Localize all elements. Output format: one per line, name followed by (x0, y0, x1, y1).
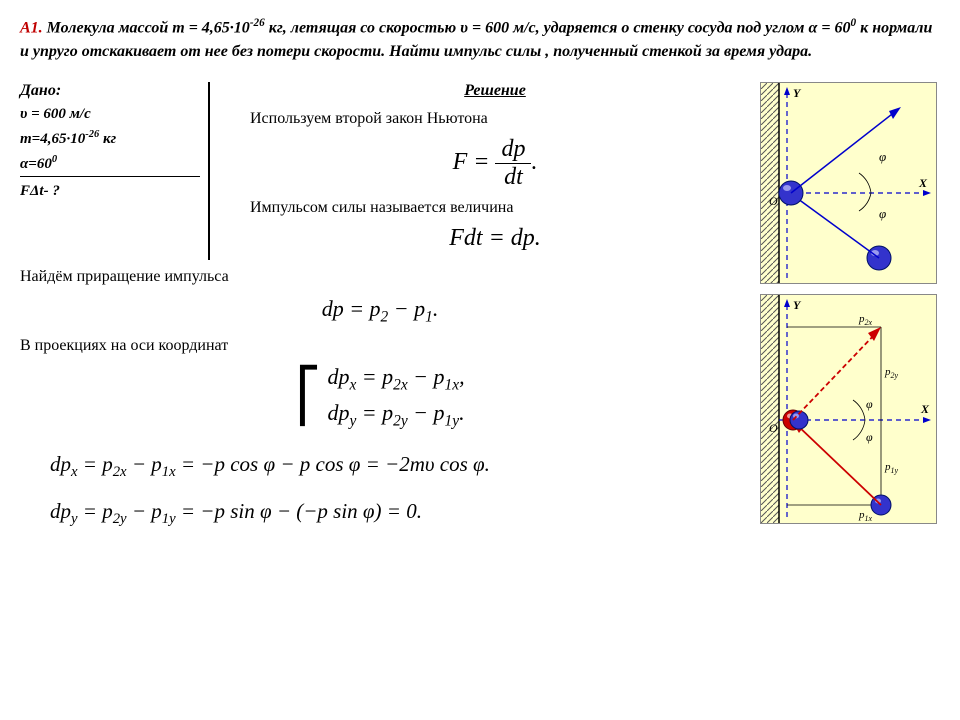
svg-text:p1x: p1x (858, 509, 873, 523)
step-3-text: Найдём приращение импульса (20, 268, 740, 286)
long-formula-1: dpx = p2x − p1x = −p cos φ − p cos φ = −… (50, 452, 740, 481)
svg-text:X: X (918, 176, 928, 190)
solution-header: Решение (250, 82, 740, 100)
svg-text:φ: φ (866, 397, 873, 411)
given-block: Дано: υ = 600 м/с m=4,65·10-26 кг α=600 … (20, 82, 210, 260)
problem-text-1: Молекула массой m = 4,65·10 (47, 19, 250, 36)
svg-text:O: O (769, 421, 778, 435)
equation-system: ⎡ dpx = p2x − p1x, dpy = p2y − p1y. (20, 361, 740, 434)
formula-1: F = dp dt . (250, 136, 740, 191)
diagram-2: Y X O (760, 294, 937, 524)
svg-text:p2y: p2y (884, 366, 899, 380)
svg-text:O: O (769, 194, 778, 208)
formula-2: Fdt = dp. (250, 225, 740, 252)
given-label: Дано: (20, 82, 200, 100)
solution-block: Решение Используем второй закон Ньютона … (210, 82, 740, 260)
sys-line-2: dpy = p2y − p1y. (327, 400, 464, 430)
sys-line-1: dpx = p2x − p1x, (327, 364, 464, 394)
svg-text:φ: φ (866, 430, 873, 444)
svg-text:p1y: p1y (884, 461, 899, 475)
diagram-1: Y X O φ φ (760, 82, 937, 284)
problem-text-2: кг, летящая со скоростью υ = 600 м/с, уд… (265, 19, 851, 36)
svg-text:X: X (920, 402, 930, 416)
problem-exp-1: -26 (250, 17, 265, 29)
given-mass: m=4,65·10-26 кг (20, 129, 200, 148)
step-4-text: В проекциях на оси координат (20, 337, 740, 355)
long-formula-2: dpy = p2y − p1y = −p sin φ − (−p sin φ) … (50, 499, 740, 528)
formula-3: dp = p2 − p1. (20, 296, 740, 326)
svg-text:p2x: p2x (858, 313, 873, 327)
given-find: FΔt- ? (20, 183, 200, 200)
svg-text:Y: Y (793, 86, 802, 100)
bracket-icon: ⎡ (295, 371, 321, 423)
given-velocity: υ = 600 м/с (20, 106, 200, 123)
problem-number: А1. (20, 19, 43, 36)
problem-statement: А1. Молекула массой m = 4,65·10-26 кг, л… (20, 15, 940, 64)
given-angle: α=600 (20, 154, 200, 177)
step-1-text: Используем второй закон Ньютона (250, 110, 740, 128)
svg-text:φ: φ (879, 149, 886, 164)
svg-text:φ: φ (879, 206, 886, 221)
step-2-text: Импульсом силы называется величина (250, 199, 740, 217)
svg-text:Y: Y (793, 298, 802, 312)
